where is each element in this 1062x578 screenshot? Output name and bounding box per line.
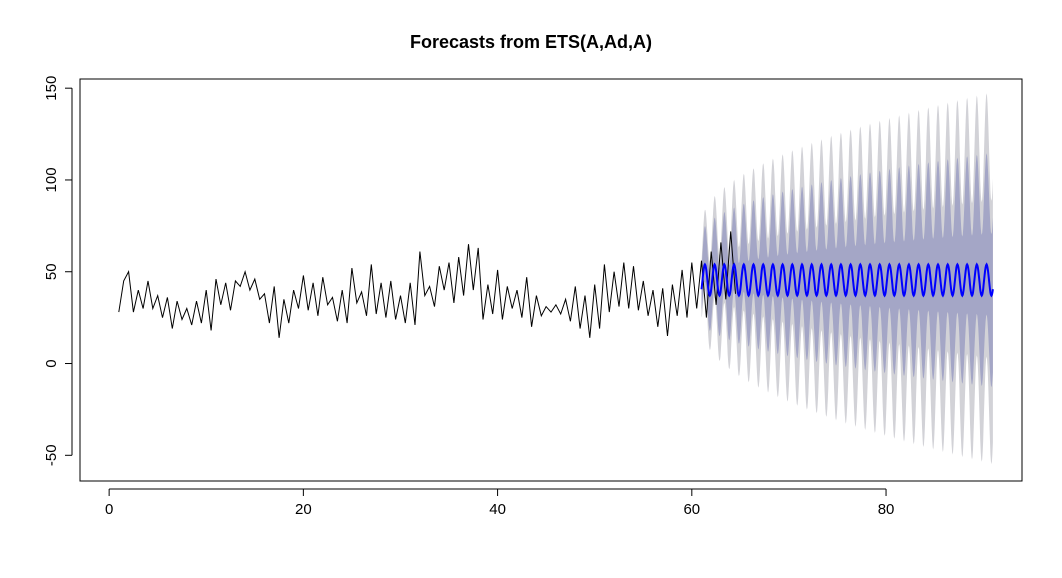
y-tick-label: 150 [43,76,60,101]
series-layer [118,231,994,338]
x-tick-label: 40 [489,501,506,518]
band80-area [701,153,993,388]
forecast-mean-line [700,262,994,298]
x-tick-label: 80 [878,501,895,518]
x-tick-label: 0 [105,501,113,518]
plot-frame [79,78,1023,482]
chart-title: Forecasts from ETS(A,Ad,A) [410,32,652,52]
y-axis: -50 0 50 100 150 [43,76,73,466]
y-tick-label: 100 [43,167,60,192]
x-tick-label: 60 [683,501,700,518]
history-series-line [118,231,736,338]
x-axis: 0 20 40 60 80 [105,488,895,518]
x-tick-label: 20 [295,501,312,518]
y-tick-label: -50 [43,444,60,466]
y-tick-label: 50 [43,263,60,280]
y-tick-label: 0 [43,359,60,367]
prediction-band-80 [701,153,993,388]
